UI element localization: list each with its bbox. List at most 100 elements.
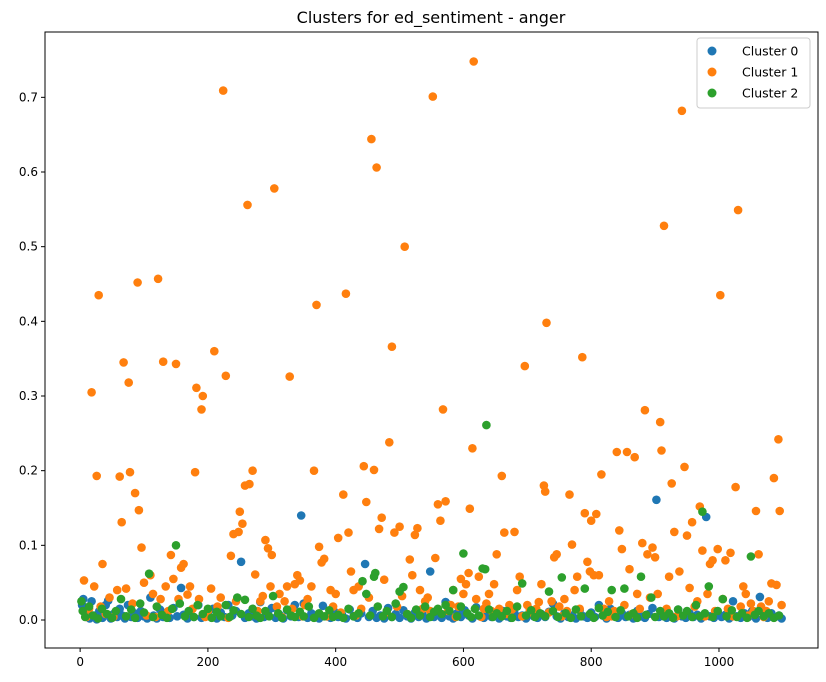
data-point xyxy=(359,461,369,471)
data-point xyxy=(158,357,168,367)
data-point xyxy=(423,593,433,602)
data-point xyxy=(258,591,268,601)
data-point xyxy=(653,589,662,599)
data-point xyxy=(764,597,774,606)
data-point xyxy=(594,570,604,580)
data-point xyxy=(566,613,576,623)
data-point xyxy=(635,604,645,614)
data-point xyxy=(580,584,590,593)
data-point xyxy=(235,507,245,516)
data-point xyxy=(437,609,447,619)
data-point xyxy=(733,205,743,215)
data-point xyxy=(650,612,660,622)
data-point xyxy=(459,589,468,599)
data-point xyxy=(638,538,647,548)
data-point xyxy=(395,613,404,623)
data-point xyxy=(471,594,481,604)
data-point xyxy=(540,487,550,496)
data-point xyxy=(650,553,660,562)
data-point xyxy=(682,606,692,616)
data-point xyxy=(754,550,763,559)
data-point xyxy=(589,613,599,623)
data-point xyxy=(489,579,499,589)
data-point xyxy=(248,466,257,476)
data-point xyxy=(268,591,278,601)
data-point xyxy=(468,444,477,453)
data-point xyxy=(728,597,738,606)
data-point xyxy=(166,550,176,560)
y-tick-label: 0.3 xyxy=(19,389,38,403)
data-point xyxy=(184,606,193,616)
data-point xyxy=(156,594,165,604)
data-point xyxy=(410,530,420,540)
data-point xyxy=(144,569,154,578)
data-point xyxy=(358,576,367,586)
data-point xyxy=(680,462,689,472)
data-point xyxy=(722,612,731,621)
data-point xyxy=(408,570,417,580)
data-point xyxy=(433,500,443,509)
data-point xyxy=(179,559,188,569)
data-point xyxy=(540,612,550,621)
data-point xyxy=(248,604,257,614)
data-point xyxy=(367,134,376,144)
series-2 xyxy=(77,420,784,623)
data-point xyxy=(438,405,448,414)
data-point xyxy=(643,550,652,559)
data-point xyxy=(445,606,454,616)
data-point xyxy=(583,557,592,567)
data-point xyxy=(657,446,666,455)
data-point xyxy=(161,582,170,591)
data-point xyxy=(548,606,558,616)
data-point xyxy=(436,516,445,525)
data-point xyxy=(632,589,642,599)
data-point xyxy=(611,612,620,622)
data-point xyxy=(636,572,646,581)
data-point xyxy=(687,517,697,527)
data-point xyxy=(312,300,321,310)
data-point xyxy=(399,582,408,592)
data-point xyxy=(648,603,657,613)
data-point xyxy=(664,572,674,581)
data-point xyxy=(390,528,399,537)
data-point xyxy=(670,527,679,537)
data-point xyxy=(267,550,277,560)
data-point xyxy=(515,572,524,581)
data-point xyxy=(280,597,289,606)
data-point xyxy=(405,555,415,564)
data-point xyxy=(420,602,430,611)
data-point xyxy=(544,587,554,596)
data-point xyxy=(126,605,136,614)
data-point xyxy=(520,361,530,371)
data-point xyxy=(774,611,784,620)
data-point xyxy=(153,274,163,284)
data-point xyxy=(139,578,149,587)
data-point xyxy=(264,612,274,621)
data-point xyxy=(721,556,730,565)
data-point xyxy=(612,447,622,457)
data-point xyxy=(616,606,625,615)
data-point xyxy=(92,471,101,481)
data-point xyxy=(652,495,661,505)
data-point xyxy=(125,467,135,477)
data-point xyxy=(240,595,250,605)
data-point xyxy=(272,602,282,611)
data-point xyxy=(339,490,348,499)
data-point xyxy=(640,405,650,415)
data-point xyxy=(474,611,484,620)
x-axis: 0 200 400 600 800 1000 xyxy=(76,648,734,669)
data-point xyxy=(620,584,629,593)
data-point xyxy=(746,599,756,608)
data-point xyxy=(700,609,710,618)
data-point xyxy=(552,550,561,559)
data-point xyxy=(373,602,383,611)
data-point xyxy=(382,606,392,616)
data-point xyxy=(77,597,86,606)
data-point xyxy=(176,583,186,593)
x-tick-label: 200 xyxy=(196,655,219,669)
x-tick-label: 800 xyxy=(580,655,603,669)
data-point xyxy=(465,504,475,513)
data-point xyxy=(474,572,484,581)
data-point xyxy=(641,610,651,620)
data-point xyxy=(372,163,381,172)
